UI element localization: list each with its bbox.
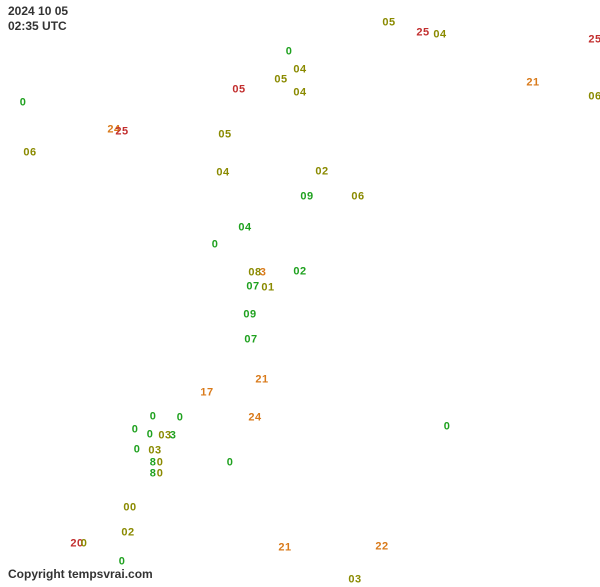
data-point: 0 [134, 445, 141, 456]
data-point: 0 [147, 430, 154, 441]
data-point: 00 [123, 503, 136, 514]
data-point: 04 [293, 88, 306, 99]
timestamp-header: 2024 10 05 02:35 UTC [8, 4, 68, 34]
data-point: 0 [177, 413, 184, 424]
data-point: 02 [293, 267, 306, 278]
data-point: 22 [375, 542, 388, 553]
data-point: 05 [218, 130, 231, 141]
data-point: 06 [588, 92, 600, 103]
data-point: 0 [150, 412, 157, 423]
data-point: 3 [260, 268, 267, 279]
data-point: 25 [416, 28, 429, 39]
data-point: 0 [157, 469, 164, 480]
time-line: 02:35 UTC [8, 19, 67, 33]
data-point: 05 [274, 75, 287, 86]
data-point: 04 [293, 65, 306, 76]
data-point: 0 [444, 422, 451, 433]
data-point: 0 [20, 98, 27, 109]
data-point: 0 [81, 539, 88, 550]
data-point: 02 [121, 528, 134, 539]
data-point: 21 [278, 543, 291, 554]
data-point: 25 [115, 127, 128, 138]
data-point: 3 [170, 431, 177, 442]
data-point: 03 [148, 446, 161, 457]
data-point: 21 [255, 375, 268, 386]
data-point: 05 [232, 85, 245, 96]
data-point: 09 [243, 310, 256, 321]
data-point: 05 [382, 18, 395, 29]
data-point: 8 [150, 469, 157, 480]
data-point: 06 [351, 192, 364, 203]
copyright-text: Copyright tempsvrai.com [8, 567, 153, 581]
scatter-chart: 2024 10 05 02:35 UTC 0525042500405050421… [0, 0, 600, 587]
data-point: 0 [119, 557, 126, 568]
data-point: 04 [216, 168, 229, 179]
data-point: 03 [348, 575, 361, 586]
data-point: 02 [315, 167, 328, 178]
data-point: 0 [132, 425, 139, 436]
data-point: 09 [300, 192, 313, 203]
data-point: 21 [526, 78, 539, 89]
data-point: 24 [248, 413, 261, 424]
data-point: 0 [227, 458, 234, 469]
data-point: 25 [588, 35, 600, 46]
data-point: 04 [238, 223, 251, 234]
data-point: 07 [246, 282, 259, 293]
data-point: 01 [261, 283, 274, 294]
data-point: 0 [212, 240, 219, 251]
data-point: 07 [244, 335, 257, 346]
date-line: 2024 10 05 [8, 4, 68, 18]
data-point: 0 [286, 47, 293, 58]
data-point: 06 [23, 148, 36, 159]
data-point: 04 [433, 30, 446, 41]
data-point: 17 [200, 388, 213, 399]
